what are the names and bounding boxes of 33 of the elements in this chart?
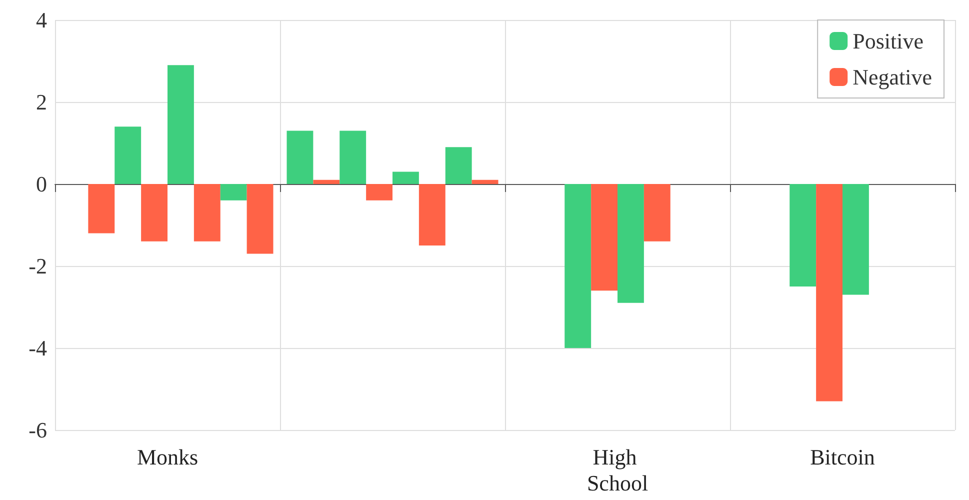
bar xyxy=(816,184,842,402)
bar xyxy=(418,184,446,246)
bar xyxy=(114,126,142,184)
bar xyxy=(591,184,618,291)
bar xyxy=(366,184,392,200)
bar xyxy=(220,184,247,200)
bar xyxy=(842,184,869,295)
bar xyxy=(392,172,419,184)
bar xyxy=(790,184,816,286)
bar xyxy=(564,184,592,348)
bar xyxy=(141,184,168,242)
bar xyxy=(340,130,366,184)
legend-label: Negative xyxy=(852,64,932,90)
bar xyxy=(313,180,340,184)
bar xyxy=(618,184,644,303)
y-tick-label: 2 xyxy=(36,90,47,114)
bar xyxy=(472,180,498,184)
bar xyxy=(168,65,194,184)
x-tick-label: Monks xyxy=(136,444,198,470)
bar xyxy=(644,184,670,242)
y-tick-label: -2 xyxy=(28,254,47,278)
legend-label: Positive xyxy=(852,28,924,54)
y-tick-label: -4 xyxy=(28,336,47,360)
y-tick-label: 4 xyxy=(36,8,47,32)
y-tick-label: 0 xyxy=(36,172,47,196)
x-tick-label: High School xyxy=(586,444,648,496)
y-tick-label: -6 xyxy=(28,418,47,442)
bar xyxy=(88,184,115,234)
bar xyxy=(286,130,314,184)
bar xyxy=(445,147,472,184)
bar xyxy=(194,184,220,242)
bar xyxy=(246,184,274,254)
x-tick-label: Bitcoin xyxy=(810,444,875,470)
